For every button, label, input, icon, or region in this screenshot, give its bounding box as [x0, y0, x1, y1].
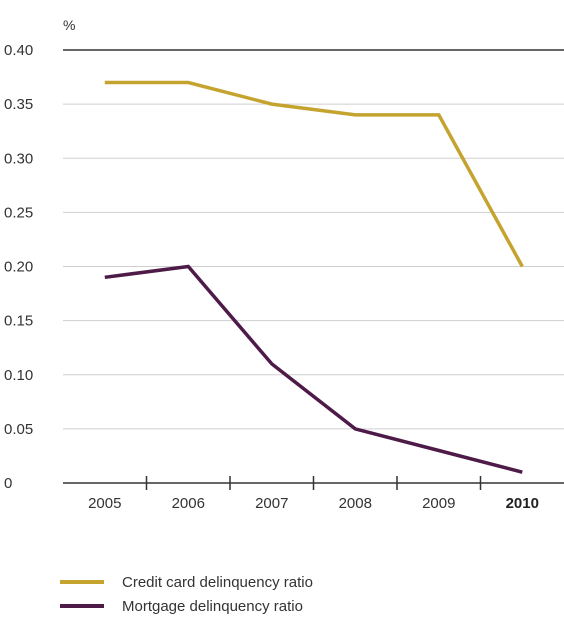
x-tick-label: 2006 — [172, 495, 205, 512]
legend-swatch-credit-card — [60, 580, 104, 584]
series-line-mortgage — [105, 267, 523, 473]
y-tick-label: 0.30 — [4, 150, 33, 167]
x-axis — [63, 476, 564, 490]
x-tick-label: 2008 — [339, 495, 372, 512]
x-tick-label: 2005 — [88, 495, 121, 512]
legend-item-mortgage: Mortgage delinquency ratio — [60, 594, 313, 618]
x-tick-label: 2010 — [506, 495, 539, 512]
x-tick-label: 2007 — [255, 495, 288, 512]
y-tick-label: 0 — [4, 475, 12, 492]
grid-lines — [63, 50, 564, 429]
y-tick-label: 0.20 — [4, 259, 33, 276]
y-tick-label: 0.35 — [4, 96, 33, 113]
line-chart: % 0.40 0.35 0.30 0.25 0.20 0.15 0.10 0.05 0 2005… — [0, 0, 564, 586]
x-tick-label: 2009 — [422, 495, 455, 512]
y-tick-label: 0.15 — [4, 313, 33, 330]
y-axis-tick-labels: 0.40 0.35 0.30 0.25 0.20 0.15 0.10 0.05 0 — [4, 42, 33, 492]
y-unit-label: % — [63, 17, 75, 33]
x-axis-tick-labels: 2005 2006 2007 2008 2009 2010 — [88, 495, 539, 512]
series-lines — [105, 82, 523, 472]
series-line-credit-card — [105, 83, 523, 267]
legend-swatch-mortgage — [60, 604, 104, 608]
legend-item-credit-card: Credit card delinquency ratio — [60, 570, 313, 594]
y-tick-label: 0.25 — [4, 204, 33, 221]
legend-label-mortgage: Mortgage delinquency ratio — [122, 598, 303, 615]
legend-label-credit-card: Credit card delinquency ratio — [122, 574, 313, 591]
y-tick-label: 0.10 — [4, 367, 33, 384]
y-tick-label: 0.40 — [4, 42, 33, 59]
legend: Credit card delinquency ratio Mortgage d… — [60, 570, 313, 618]
y-tick-label: 0.05 — [4, 421, 33, 438]
